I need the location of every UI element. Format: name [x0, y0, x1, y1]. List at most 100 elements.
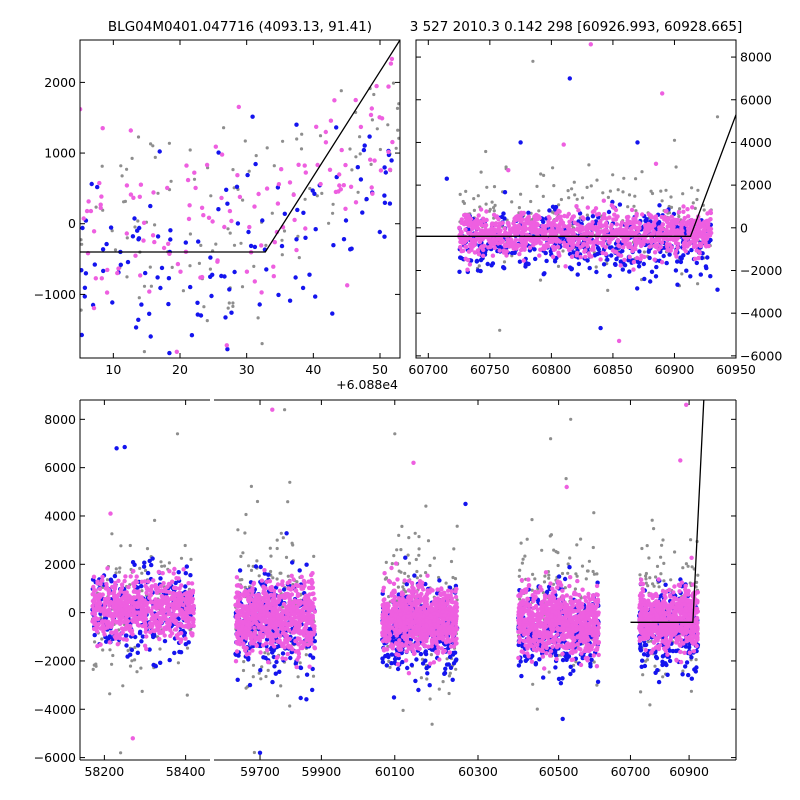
gray-point	[566, 571, 570, 575]
pink-point	[104, 581, 109, 587]
pink-point	[369, 106, 374, 111]
gray-point	[403, 571, 407, 576]
gray-point	[661, 538, 665, 542]
blue-point	[517, 259, 523, 264]
gray-point	[672, 138, 677, 142]
blue-point	[135, 228, 140, 233]
gray-point	[128, 543, 132, 548]
gray-point	[654, 575, 658, 579]
pink-point	[665, 224, 670, 229]
pink-point	[619, 228, 625, 233]
pink-point	[99, 276, 105, 281]
blue-point	[273, 671, 278, 676]
gray-point	[652, 584, 656, 588]
blue-point	[273, 585, 279, 590]
pink-point	[459, 249, 464, 254]
pink-point	[98, 626, 103, 631]
gray-point	[249, 568, 254, 573]
pink-point	[489, 231, 494, 236]
gray-point	[241, 198, 245, 202]
y-tick-label: 0	[740, 220, 748, 235]
panel-top-right: 3 527 2010.3 0.142 298 [60926.993, 60928…	[408, 19, 782, 377]
blue-point	[123, 633, 129, 638]
pink-point	[522, 240, 527, 246]
pink-point	[314, 124, 319, 129]
gray-point	[575, 197, 579, 201]
pink-point	[667, 232, 672, 237]
blue-point	[104, 639, 109, 644]
blue-point	[560, 657, 566, 663]
blue-point	[183, 642, 188, 647]
gray-point	[181, 289, 185, 293]
gray-point	[538, 278, 543, 282]
pink-point	[622, 257, 627, 263]
blue-point	[653, 654, 659, 660]
blue-point	[502, 216, 507, 221]
gray-point	[485, 185, 489, 189]
pink-point	[467, 262, 473, 267]
gray-point	[521, 557, 525, 561]
blue-point	[638, 644, 643, 650]
gray-point	[133, 645, 137, 650]
gray-point	[669, 578, 673, 582]
gray-point	[477, 264, 481, 268]
gray-point	[111, 653, 115, 658]
blue-point	[667, 252, 672, 257]
blue-point	[571, 668, 576, 673]
blue-point	[83, 271, 89, 276]
gray-point	[690, 565, 694, 569]
gray-point	[354, 155, 358, 159]
pink-point	[156, 569, 161, 575]
pink-point	[571, 214, 576, 219]
blue-point	[648, 279, 653, 284]
pink-point	[479, 231, 485, 236]
pink-point	[291, 192, 296, 197]
blue-point	[568, 671, 573, 677]
blue-point	[380, 659, 386, 665]
pink-point	[594, 212, 600, 217]
pink-point	[81, 216, 86, 221]
blue-point	[260, 218, 265, 223]
pink-point	[615, 214, 620, 219]
blue-point	[664, 260, 669, 266]
pink-point	[638, 256, 643, 262]
pink-point	[478, 221, 484, 226]
gray-point	[426, 539, 431, 543]
gray-point	[236, 528, 240, 532]
gray-point	[406, 574, 410, 578]
pink-point	[481, 247, 486, 253]
pink-point	[673, 240, 679, 246]
gray-point	[627, 193, 632, 197]
pink-point	[506, 168, 511, 173]
pink-point	[150, 605, 156, 610]
pink-point	[294, 247, 299, 253]
blue-point	[101, 268, 106, 274]
pink-point	[546, 220, 551, 226]
blue-point	[715, 287, 720, 292]
pink-point	[504, 253, 509, 258]
pink-point	[693, 235, 698, 240]
blue-point	[141, 564, 147, 569]
pink-point	[570, 233, 575, 238]
blue-point	[416, 687, 421, 693]
pink-point	[555, 244, 561, 250]
gray-point	[159, 560, 163, 564]
pink-point	[535, 222, 540, 228]
blue-point	[552, 259, 558, 264]
gray-point	[541, 194, 545, 198]
blue-point	[195, 300, 200, 305]
pink-point	[591, 227, 596, 232]
gray-point	[662, 579, 666, 583]
blue-point	[423, 651, 429, 657]
pink-point	[91, 611, 97, 616]
blue-point	[135, 585, 140, 590]
blue-point	[149, 562, 154, 568]
blue-point	[588, 664, 593, 669]
gray-point	[401, 585, 405, 589]
blue-point	[145, 570, 151, 576]
gray-point	[130, 659, 134, 663]
gray-point	[188, 148, 192, 152]
pink-point	[627, 254, 632, 260]
panel-top-right-title: 3 527 2010.3 0.142 298 [60926.993, 60928…	[410, 19, 743, 35]
gray-point	[188, 232, 192, 236]
